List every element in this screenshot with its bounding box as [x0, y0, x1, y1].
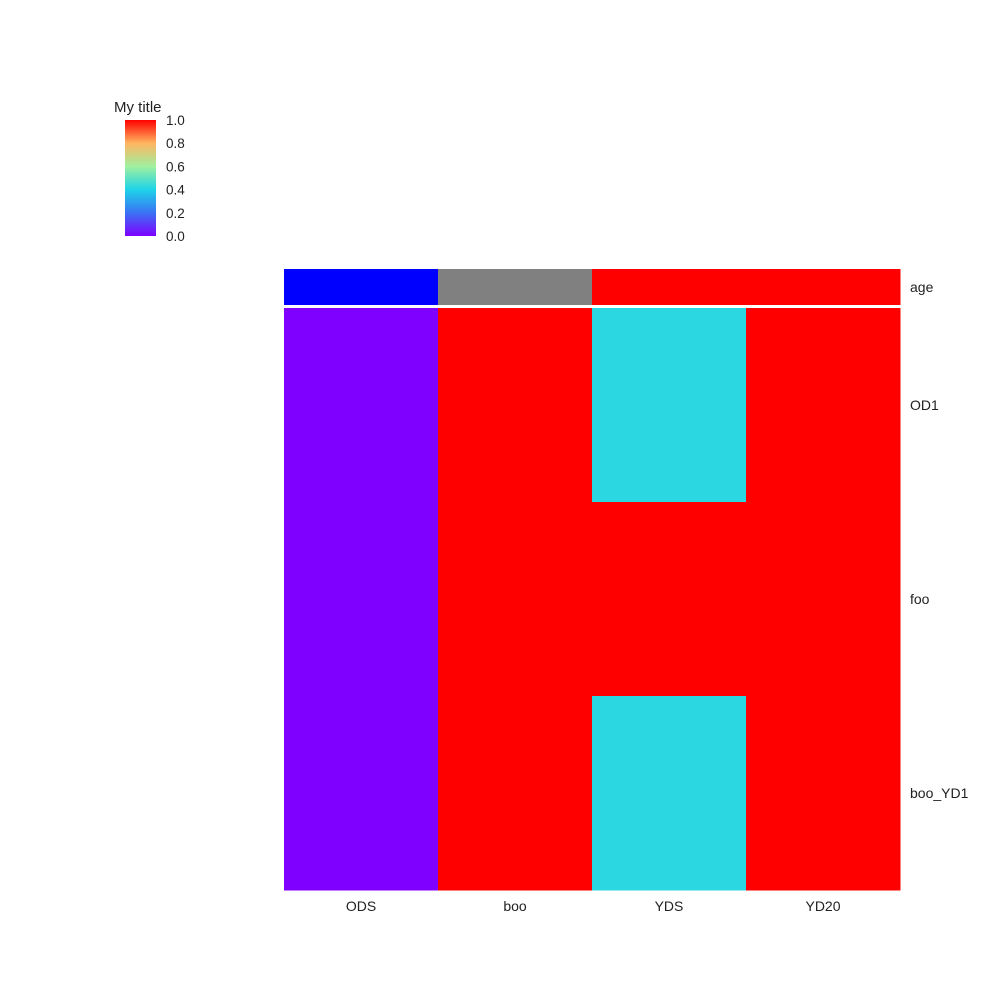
heatmap-cell: [284, 502, 439, 697]
row-label: OD1: [910, 397, 939, 413]
heatmap-cell: [438, 308, 593, 503]
heatmap-cell: [746, 502, 901, 697]
colorbar-tick-label: 0.4: [166, 183, 185, 198]
colorbar-tick-label: 0.6: [166, 159, 185, 174]
heatmap-cell: [284, 696, 439, 891]
colorbar-tick-label: 1.0: [166, 113, 185, 128]
heatmap-cell: [438, 696, 593, 891]
colorbar-legend: My title 1.0 0.8 0.6 0.4 0.2 0.0: [114, 99, 185, 244]
annotation-label: age: [910, 279, 934, 295]
column-label: YD20: [805, 898, 840, 914]
column-label: boo: [503, 898, 527, 914]
colorbar: [125, 120, 156, 236]
heatmap-cell: [592, 696, 747, 891]
annotation-cell: [592, 269, 747, 305]
heatmap-cell: [284, 308, 439, 503]
heatmap-cell: [592, 308, 747, 503]
colorbar-tick-label: 0.8: [166, 136, 185, 151]
colorbar-title: My title: [114, 99, 162, 116]
annotation-cell: [438, 269, 593, 305]
annotation-cell: [746, 269, 901, 305]
annotation-cell: [284, 269, 439, 305]
row-label: foo: [910, 591, 930, 607]
row-label: boo_YD1: [910, 785, 969, 801]
heatmap-cell: [746, 696, 901, 891]
column-label: ODS: [346, 898, 376, 914]
heatmap-cell: [746, 308, 901, 503]
colorbar-tick-label: 0.0: [166, 229, 185, 244]
column-label: YDS: [655, 898, 684, 914]
heatmap-cell: [438, 502, 593, 697]
heatmap-cell: [592, 502, 747, 697]
colorbar-tick-label: 0.2: [166, 206, 185, 221]
